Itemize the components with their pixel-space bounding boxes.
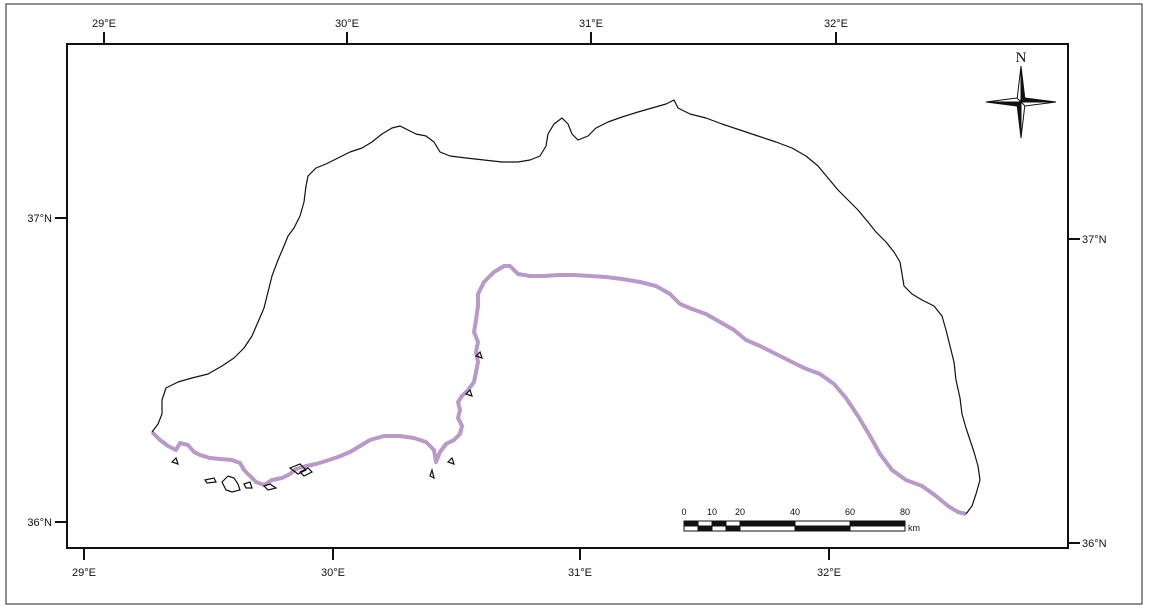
province-boundary: [151, 99, 981, 515]
coastal-islets: [170, 350, 483, 493]
bottom-tick-label: 30°E: [321, 567, 345, 579]
top-graticule: [103, 32, 837, 44]
right-tick-label: 36°N: [1082, 538, 1107, 550]
top-tick-label: 30°E: [335, 18, 359, 30]
right-graticule: [1068, 238, 1080, 544]
left-tick-label: 36°N: [27, 517, 52, 529]
north-arrow-label: N: [1016, 50, 1027, 66]
bottom-tick-label: 32°E: [817, 567, 841, 579]
bottom-tick-label: 31°E: [568, 567, 592, 579]
top-tick-label: 32°E: [824, 18, 848, 30]
coastline: [150, 264, 967, 516]
scale-label: 0: [681, 507, 686, 517]
right-tick-label: 37°N: [1082, 234, 1107, 246]
left-tick-label: 37°N: [27, 213, 52, 225]
top-tick-label: 31°E: [579, 18, 603, 30]
scale-label: 20: [735, 507, 745, 517]
scale-bar: [683, 520, 906, 532]
top-tick-label: 29°E: [92, 18, 116, 30]
outer-frame: [5, 3, 1143, 605]
scale-label: 10: [707, 507, 717, 517]
scale-unit: km: [908, 523, 920, 533]
map-frame: [66, 43, 1069, 549]
scale-label: 40: [790, 507, 800, 517]
bottom-tick-label: 29°E: [72, 567, 96, 579]
scale-label: 80: [900, 507, 910, 517]
bottom-graticule: [83, 548, 830, 560]
left-graticule: [55, 217, 67, 523]
north-arrow: [985, 65, 1057, 139]
scale-label: 60: [845, 507, 855, 517]
